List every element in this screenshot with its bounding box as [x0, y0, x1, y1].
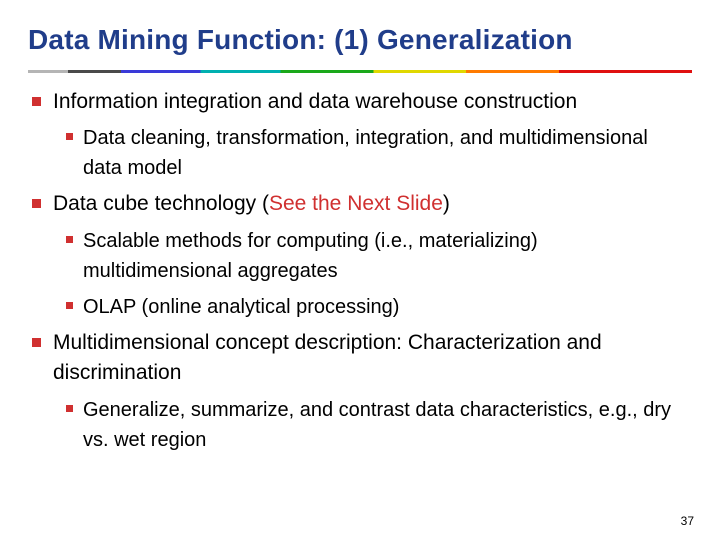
list-item: OLAP (online analytical processing): [66, 292, 688, 322]
slide-body: Information integration and data warehou…: [0, 87, 720, 455]
text-fragment: ): [443, 192, 450, 215]
bullet-icon: [32, 338, 41, 347]
list-item-text: Data cube technology (See the Next Slide…: [53, 189, 450, 219]
list-item-text: Information integration and data warehou…: [53, 87, 577, 117]
bullet-icon: [66, 133, 73, 140]
slide-title: Data Mining Function: (1) Generalization: [0, 0, 720, 64]
list-item: Scalable methods for computing (i.e., ma…: [66, 226, 688, 286]
list-item-text: Multidimensional concept description: Ch…: [53, 328, 688, 389]
list-item: Data cleaning, transformation, integrati…: [66, 123, 688, 183]
bullet-icon: [32, 97, 41, 106]
bullet-icon: [66, 236, 73, 243]
list-item-text: Scalable methods for computing (i.e., ma…: [83, 226, 688, 286]
list-item: Data cube technology (See the Next Slide…: [32, 189, 688, 219]
bullet-icon: [66, 405, 73, 412]
list-item: Generalize, summarize, and contrast data…: [66, 395, 688, 455]
highlight-text: See the Next Slide: [269, 192, 443, 215]
list-item-text: Data cleaning, transformation, integrati…: [83, 123, 688, 183]
divider-rainbow: [28, 70, 692, 73]
page-number: 37: [681, 514, 694, 528]
bullet-icon: [66, 302, 73, 309]
list-item: Multidimensional concept description: Ch…: [32, 328, 688, 389]
text-fragment: Data cube technology (: [53, 192, 269, 215]
list-item-text: Generalize, summarize, and contrast data…: [83, 395, 688, 455]
bullet-icon: [32, 199, 41, 208]
list-item-text: OLAP (online analytical processing): [83, 292, 399, 322]
list-item: Information integration and data warehou…: [32, 87, 688, 117]
